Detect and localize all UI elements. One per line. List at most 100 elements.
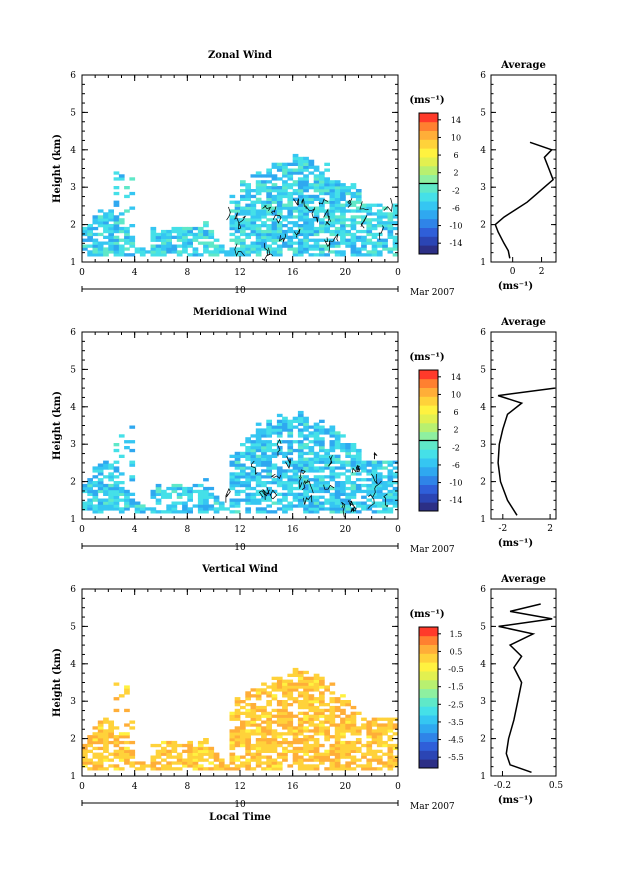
heatmap-cell — [208, 755, 215, 759]
heatmap-cell — [213, 244, 220, 248]
heatmap-cell — [350, 472, 357, 476]
heatmap-cell — [266, 229, 272, 234]
heatmap-cell — [261, 714, 267, 718]
colorbar-tick-label: 10 — [451, 390, 461, 399]
heatmap-cell — [229, 758, 236, 762]
heatmap-cell — [113, 492, 120, 496]
heatmap-cell — [371, 472, 378, 476]
heatmap-cell — [366, 764, 373, 768]
heatmap-cell — [245, 729, 251, 733]
date-day-label: 10 — [234, 800, 246, 810]
heatmap-cell — [150, 510, 157, 514]
heatmap-cell — [271, 232, 278, 237]
heatmap-cell — [361, 253, 367, 257]
heatmap-cell — [334, 735, 341, 739]
heatmap-cell — [287, 206, 294, 210]
y-axis-label: Height (km) — [52, 391, 63, 460]
heatmap-cell — [308, 685, 315, 689]
heatmap-cell — [224, 250, 230, 254]
heatmap-cell — [97, 720, 104, 724]
heatmap-cell — [261, 221, 267, 225]
heatmap-cell — [271, 238, 278, 242]
heatmap-cell — [250, 189, 257, 193]
heatmap-cell — [150, 247, 157, 251]
heatmap-cell — [319, 682, 325, 686]
heatmap-cell — [340, 717, 346, 721]
heatmap-cell — [361, 244, 367, 248]
heatmap-cell — [366, 469, 373, 473]
heatmap-cell — [329, 218, 336, 222]
heatmap-cell — [392, 206, 399, 210]
heatmap-cell — [334, 186, 341, 190]
heatmap-cell — [376, 489, 383, 494]
heatmap-cell — [387, 717, 394, 721]
heatmap-cell — [271, 221, 278, 225]
heatmap-cell — [376, 203, 383, 207]
heatmap-cell — [261, 492, 267, 496]
heatmap-cell — [245, 767, 251, 771]
heatmap-cell — [240, 232, 246, 237]
heatmap-cell — [118, 226, 125, 231]
heatmap-cell — [319, 221, 325, 225]
heatmap-cell — [255, 197, 262, 201]
colorbar-tick-label: 10 — [451, 133, 461, 142]
heatmap-cell — [319, 446, 325, 450]
heatmap-cell — [303, 475, 309, 479]
y-tick-label: 6 — [70, 585, 76, 595]
heatmap-cell — [355, 457, 362, 461]
heatmap-cell — [329, 183, 336, 187]
heatmap-cell — [108, 752, 114, 756]
heatmap-cell — [350, 244, 357, 248]
heatmap-cell — [334, 486, 341, 491]
heatmap-cell — [345, 451, 351, 456]
heatmap-cell — [319, 238, 325, 242]
heatmap-cell — [250, 221, 257, 225]
heatmap-cell — [308, 425, 315, 429]
heatmap-cell — [303, 469, 309, 473]
heatmap-cell — [182, 758, 188, 762]
heatmap-cell — [276, 682, 283, 686]
heatmap-cell — [229, 711, 236, 715]
heatmap-cell — [97, 244, 104, 248]
heatmap-cell — [124, 492, 130, 496]
heatmap-cell — [361, 717, 367, 721]
heatmap-cell — [187, 489, 193, 494]
heatmap-cell — [240, 732, 246, 736]
heatmap-cell — [361, 504, 367, 508]
heatmap-cell — [324, 507, 330, 511]
heatmap-cell — [382, 466, 388, 470]
heatmap-cell — [229, 755, 236, 759]
heatmap-cell — [92, 241, 99, 245]
heatmap-cell — [245, 723, 251, 727]
heatmap-cell — [297, 209, 304, 213]
heatmap-cell — [371, 460, 378, 464]
heatmap-cell — [234, 483, 241, 488]
heatmap-cell — [329, 697, 336, 701]
heatmap-cell — [261, 498, 267, 502]
heatmap-cell — [303, 460, 309, 464]
heatmap-cell — [255, 475, 262, 479]
heatmap-cell — [303, 685, 309, 689]
heatmap-cell — [261, 428, 267, 432]
heatmap-cell — [308, 460, 315, 464]
heatmap-cell — [355, 215, 362, 219]
heatmap-cell — [287, 177, 294, 181]
heatmap-cell — [266, 498, 272, 502]
heatmap-cell — [276, 226, 283, 231]
heatmap-cell — [297, 705, 304, 710]
heatmap-cell — [108, 226, 114, 231]
heatmap-cell — [334, 203, 341, 207]
heatmap-cell — [108, 466, 114, 470]
heatmap-cell — [292, 749, 299, 753]
heatmap-cell — [313, 425, 320, 429]
heatmap-cell — [324, 720, 330, 724]
heatmap-cell — [255, 694, 262, 698]
heatmap-cell — [176, 752, 183, 756]
heatmap-cell — [234, 711, 241, 715]
heatmap-cell — [308, 197, 315, 201]
heatmap-cell — [266, 749, 272, 753]
heatmap-cell — [276, 235, 283, 239]
heatmap-cell — [297, 738, 304, 742]
heatmap-cell — [355, 238, 362, 242]
heatmap-cell — [361, 218, 367, 222]
